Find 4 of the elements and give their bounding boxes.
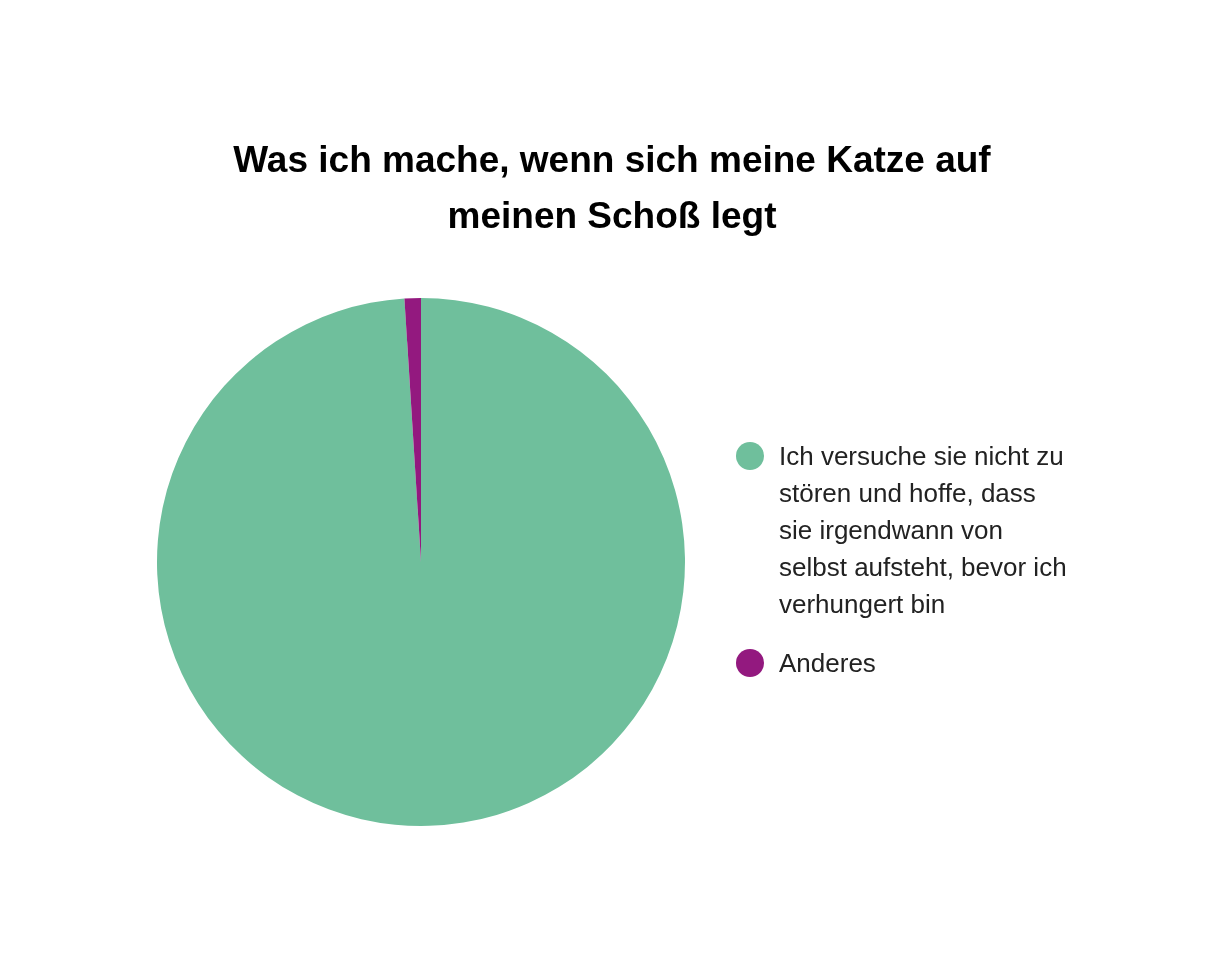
legend-label: Anderes — [779, 647, 876, 680]
pie-slice — [157, 298, 685, 826]
chart-title: Was ich mache, wenn sich meine Katze auf meinen Schoß legt — [232, 138, 992, 238]
legend-label: Ich versuche sie nicht zu stören und hoffe, dass sie irgendwann von selbst aufsteht, bevor ich verhungert bin — [779, 440, 1068, 621]
